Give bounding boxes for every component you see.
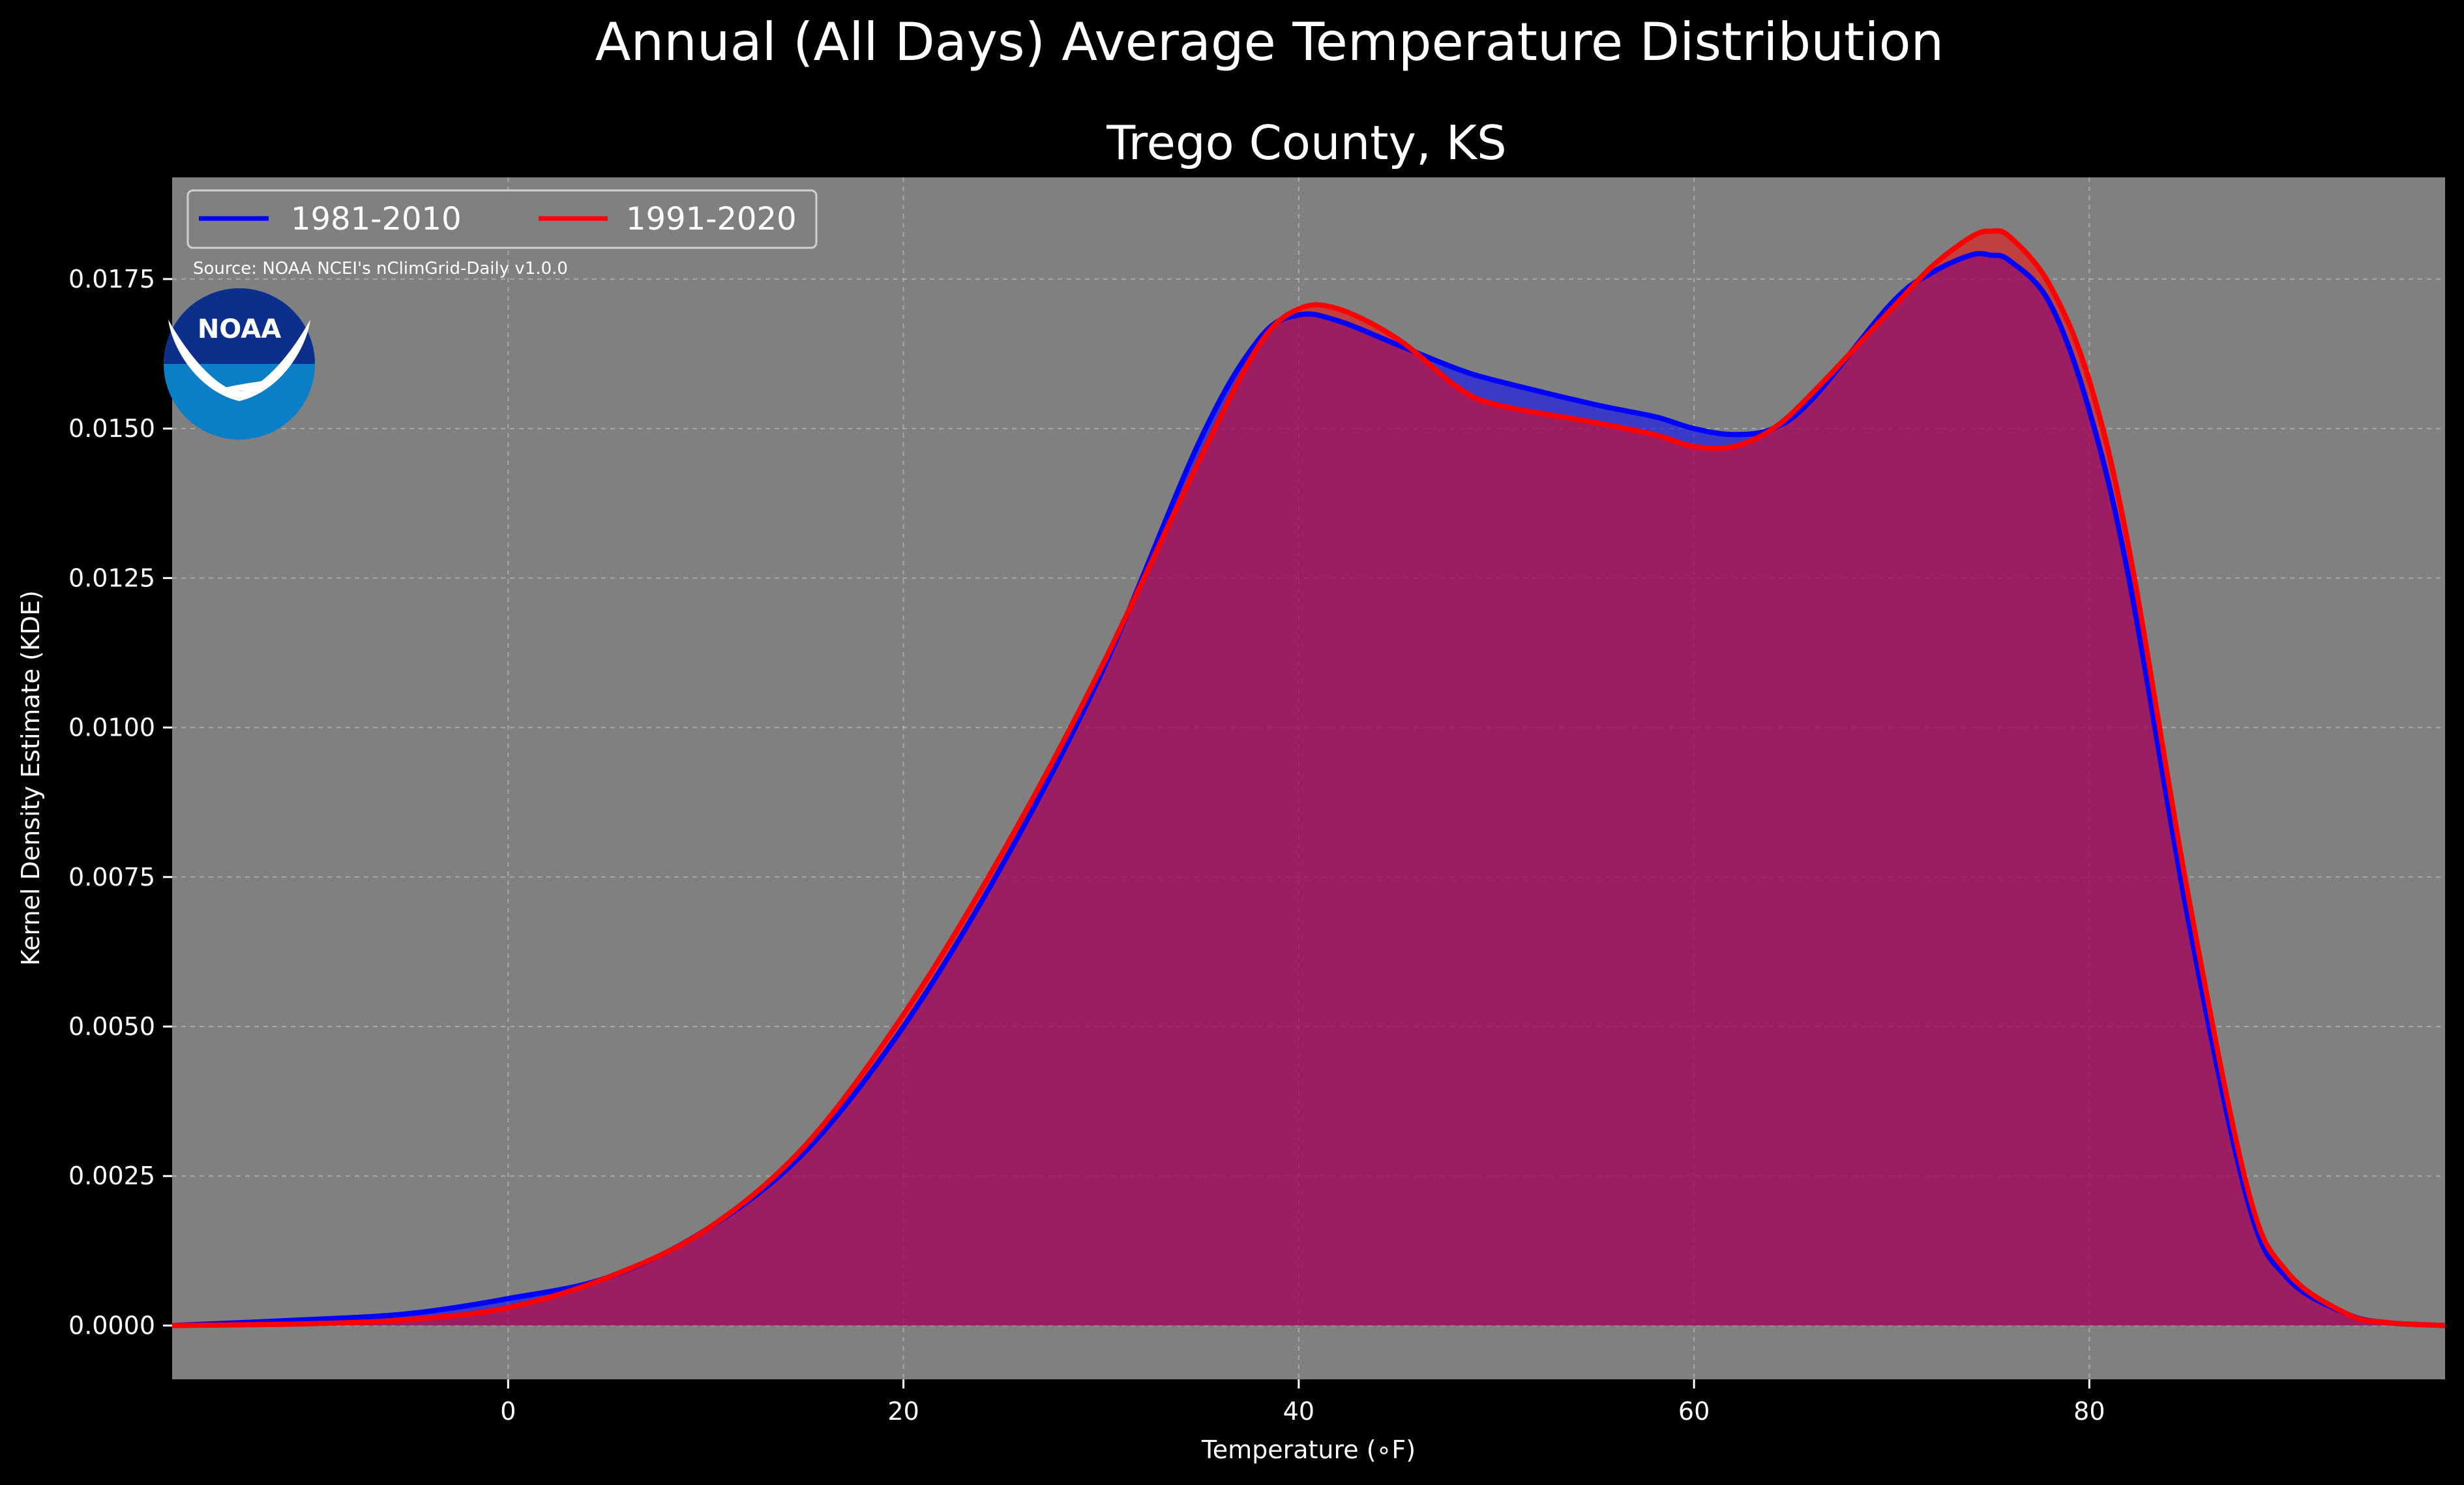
series-area-1991-2020	[172, 230, 2445, 1326]
y-tick-label: 0.0125	[68, 563, 155, 592]
y-tick-label: 0.0025	[68, 1162, 155, 1190]
y-tick-label: 0.0075	[68, 863, 155, 892]
y-axis-label: Kernel Density Estimate (KDE)	[16, 590, 45, 966]
y-tick-label: 0.0175	[68, 265, 155, 293]
source-note: Source: NOAA NCEI's nClimGrid-Daily v1.0…	[193, 259, 568, 278]
y-tick-label: 0.0150	[68, 414, 155, 443]
x-tick-label: 80	[2073, 1397, 2105, 1426]
chart-subtitle: Trego County, KS	[1106, 115, 1506, 170]
chart-title: Annual (All Days) Average Temperature Di…	[595, 12, 1944, 72]
plot-area	[171, 177, 2446, 1379]
series-line-1991-2020	[171, 228, 2446, 1328]
noaa-logo-text: NOAA	[198, 314, 281, 344]
x-tick-label: 0	[500, 1397, 516, 1426]
x-axis-label: Temperature (∘F)	[1201, 1435, 1416, 1464]
series-layer	[171, 228, 2446, 1328]
legend-label-1991-2020: 1991-2020	[626, 201, 797, 237]
y-tick-label: 0.0050	[68, 1012, 155, 1041]
noaa-logo-icon: NOAA	[164, 288, 315, 440]
y-tick-label: 0.0100	[68, 713, 155, 742]
legend-box	[186, 189, 818, 249]
x-axis: 0 20 40 60 80	[500, 1379, 2105, 1426]
x-tick-label: 20	[887, 1397, 919, 1426]
legend: 1981-2010 1991-2020	[186, 189, 818, 249]
x-tick-label: 40	[1283, 1397, 1314, 1426]
legend-label-1981-2010: 1981-2010	[291, 201, 462, 237]
x-tick-label: 60	[1678, 1397, 1710, 1426]
y-tick-label: 0.0000	[68, 1311, 155, 1340]
y-axis: 0.0000 0.0025 0.0050 0.0075 0.0100 0.0125 0.01…	[68, 265, 172, 1340]
